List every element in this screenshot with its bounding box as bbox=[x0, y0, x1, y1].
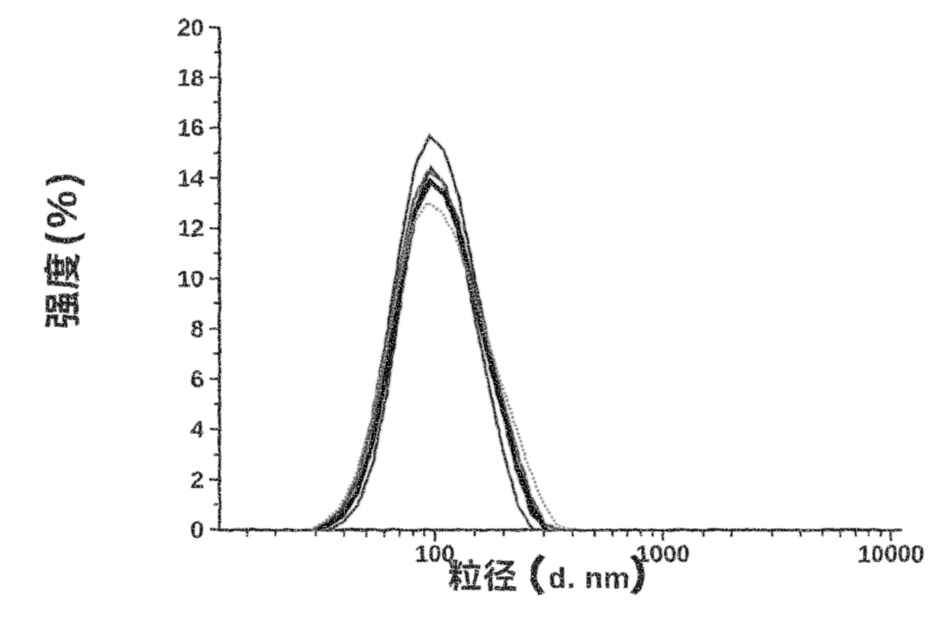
svg-text:12: 12 bbox=[177, 216, 204, 243]
svg-text:6: 6 bbox=[191, 366, 204, 393]
svg-text:20: 20 bbox=[177, 15, 204, 42]
svg-text:4: 4 bbox=[191, 417, 205, 444]
svg-text:0: 0 bbox=[191, 517, 204, 544]
svg-text:10000: 10000 bbox=[858, 541, 925, 568]
svg-text:100: 100 bbox=[415, 541, 455, 568]
svg-text:1000: 1000 bbox=[636, 541, 689, 568]
svg-text:8: 8 bbox=[191, 316, 204, 343]
svg-text:2: 2 bbox=[191, 467, 204, 494]
svg-text:14: 14 bbox=[177, 166, 204, 193]
svg-text:18: 18 bbox=[177, 65, 204, 92]
svg-text:16: 16 bbox=[177, 115, 204, 142]
svg-text:(%): (%) bbox=[38, 169, 85, 246]
svg-text:10: 10 bbox=[177, 266, 204, 293]
svg-text:d. nm: d. nm bbox=[548, 562, 631, 595]
